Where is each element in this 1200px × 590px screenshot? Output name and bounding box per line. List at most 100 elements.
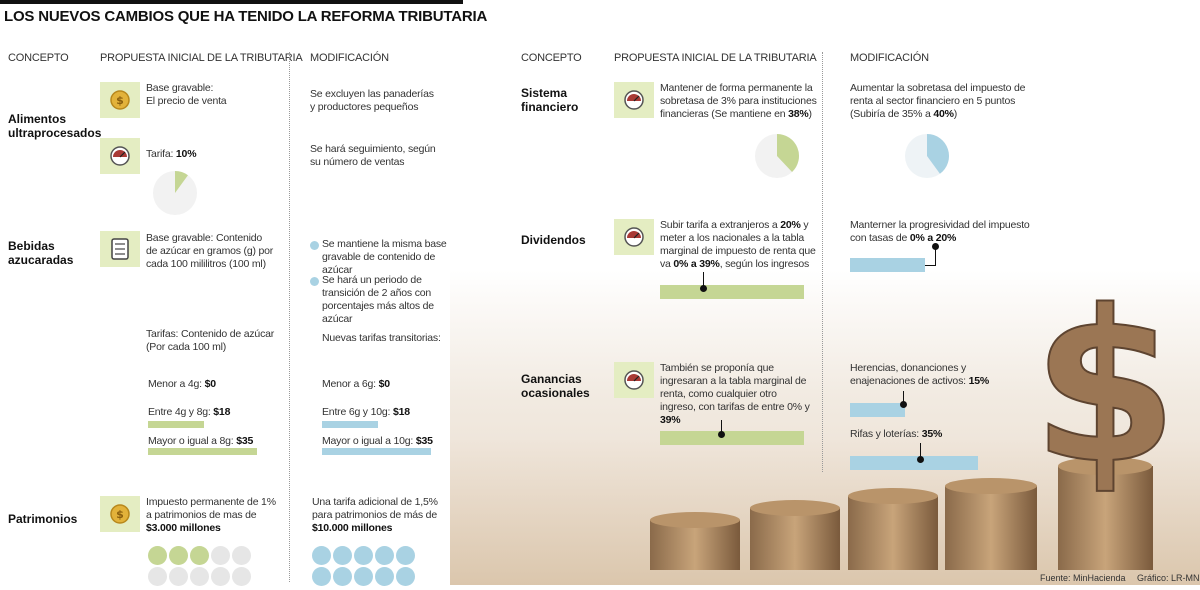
ganancias-mod-1-marker — [900, 401, 907, 408]
ganancias-initial-marker — [718, 431, 725, 438]
patrimonio-circle — [211, 567, 230, 586]
bebidas-mod-tier-2: Entre 6g y 10g: $18 — [322, 406, 410, 418]
coin-icon-box: $ — [100, 82, 140, 118]
patrimonio-circle — [333, 567, 352, 586]
bebidas-tarifas: Tarifas: Contenido de azúcar (Por cada 1… — [146, 328, 275, 353]
dividendos-initial: Subir tarifa a extranjeros a 20% y meter… — [660, 219, 816, 270]
alimentos-tarifa: Tarifa: 10% — [146, 148, 197, 160]
gauge-icon — [624, 90, 644, 110]
financiero-mod-pie — [904, 133, 950, 184]
patrimonio-circle — [396, 567, 415, 586]
coin-stack-2 — [750, 500, 840, 570]
patrimonio-circle — [190, 546, 209, 565]
header-initial-right: PROPUESTA INICIAL DE LA TRIBUTARIA — [614, 52, 817, 64]
bebidas-tier-3: Mayor o igual a 8g: $35 — [148, 435, 254, 447]
dividendos-mod-marker-line — [935, 246, 936, 266]
patrimonios-initial: Impuesto permanente de 1% a patrimonios … — [146, 496, 276, 534]
patrimonio-circle — [354, 546, 373, 565]
pie-financiero-initial — [755, 134, 799, 178]
dividendos-initial-marker-line — [703, 272, 704, 288]
bebidas-base: Base gravable: Contenido de azúcar en gr… — [146, 232, 274, 270]
bebidas-mod-tier-3: Mayor o igual a 10g: $35 — [322, 435, 433, 447]
pie-slice — [175, 171, 188, 193]
patrimonio-circle — [375, 567, 394, 586]
patrimonio-circle — [211, 546, 230, 565]
bebidas-mod-tarifas: Nuevas tarifas transitorias: — [322, 332, 441, 344]
svg-text:$: $ — [116, 94, 124, 107]
concept-dividendos: Dividendos — [521, 233, 586, 247]
title-rule — [0, 0, 463, 4]
gauge-icon-box — [614, 82, 654, 118]
patrimonio-circle — [396, 546, 415, 565]
dividendos-mod-bar — [850, 258, 925, 272]
coin-icon: $ — [110, 90, 130, 110]
dividendos-mod-marker — [932, 243, 939, 250]
bebidas-tier-2-bar — [148, 421, 204, 428]
column-divider-right — [822, 52, 823, 472]
gauge-icon — [110, 146, 130, 166]
pie-slice — [777, 134, 799, 173]
patrimonios-mod: Una tarifa adicional de 1,5% para patrim… — [312, 496, 438, 534]
bebidas-tier-3-bar — [148, 448, 257, 455]
bebidas-mod-tier-1: Menor a 6g: $0 — [322, 378, 390, 390]
patrimonio-circle — [232, 546, 251, 565]
alimentos-base-label: Base gravable: — [146, 82, 214, 94]
coin-stack-5 — [1058, 457, 1153, 570]
coin-icon-box: $ — [100, 496, 140, 532]
pie-slice — [927, 134, 949, 174]
patrimonio-circle — [148, 546, 167, 565]
financiero-initial-pie — [754, 133, 800, 184]
footer-source: Fuente: MinHacienda — [1040, 573, 1126, 583]
column-divider-left — [289, 52, 290, 582]
coins-illustration: $ — [450, 264, 1200, 585]
gauge-icon-box — [614, 219, 654, 255]
concept-bebidas: Bebidas azucaradas — [8, 239, 74, 267]
header-initial-left: PROPUESTA INICIAL DE LA TRIBUTARIA — [100, 52, 303, 64]
header-concept-left: CONCEPTO — [8, 52, 69, 64]
patrimonio-circle — [312, 546, 331, 565]
ganancias-mod-2-marker-line — [920, 443, 921, 456]
bebidas-tier-1: Menor a 4g: $0 — [148, 378, 216, 390]
patrimonio-circle — [232, 567, 251, 586]
coin-stack-1 — [650, 512, 740, 570]
ganancias-initial-bar — [660, 431, 804, 445]
patrimonio-circle — [354, 567, 373, 586]
patrimonio-circle — [148, 567, 167, 586]
patrimonio-circle — [190, 567, 209, 586]
concept-alimentos: Alimentos ultraprocesados — [8, 112, 102, 140]
ganancias-mod-2-marker — [917, 456, 924, 463]
patrimonio-circle — [375, 546, 394, 565]
alimentos-pie-chart — [152, 170, 198, 221]
alimentos-mod-1: Se excluyen las panaderías y productores… — [310, 88, 434, 113]
ganancias-mod-1-marker-line — [903, 391, 904, 404]
pie-alimentos — [153, 171, 197, 215]
bullet-icon — [310, 277, 319, 286]
gauge-icon — [624, 227, 644, 247]
ganancias-initial: También se proponía que ingresaran a la … — [660, 362, 810, 426]
patrimonio-circle — [312, 567, 331, 586]
ganancias-mod-2-bar — [850, 456, 978, 470]
gauge-icon-box — [614, 362, 654, 398]
calculator-icon — [111, 238, 129, 260]
bullet-icon — [310, 241, 319, 250]
coin-stack-4 — [945, 478, 1037, 570]
svg-text:$: $ — [116, 508, 124, 521]
patrimonio-circle — [169, 546, 188, 565]
patrimonio-circle — [169, 567, 188, 586]
bebidas-mod-bullet-2: Se hará un periodo de transición de 2 añ… — [322, 274, 434, 325]
concept-financiero: Sistema financiero — [521, 86, 579, 114]
patrimonio-circle — [333, 546, 352, 565]
dividendos-initial-marker — [700, 285, 707, 292]
ganancias-mod-1: Herencias, donanciones y enajenaciones d… — [850, 362, 989, 387]
page-title: LOS NUEVOS CAMBIOS QUE HA TENIDO LA REFO… — [4, 8, 488, 25]
ganancias-mod-1-bar — [850, 403, 905, 417]
coin-icon: $ — [110, 504, 130, 524]
alimentos-mod-2: Se hará seguimiento, según su número de … — [310, 143, 436, 168]
bebidas-mod-tier-2-bar — [322, 421, 378, 428]
ganancias-initial-marker-line — [721, 420, 722, 434]
gauge-icon — [624, 370, 644, 390]
financiero-mod: Aumentar la sobretasa del impuesto de re… — [850, 82, 1026, 120]
alimentos-base-value: El precio de venta — [146, 95, 227, 107]
bebidas-mod-tier-3-bar — [322, 448, 431, 455]
pie-financiero-mod — [905, 134, 949, 178]
